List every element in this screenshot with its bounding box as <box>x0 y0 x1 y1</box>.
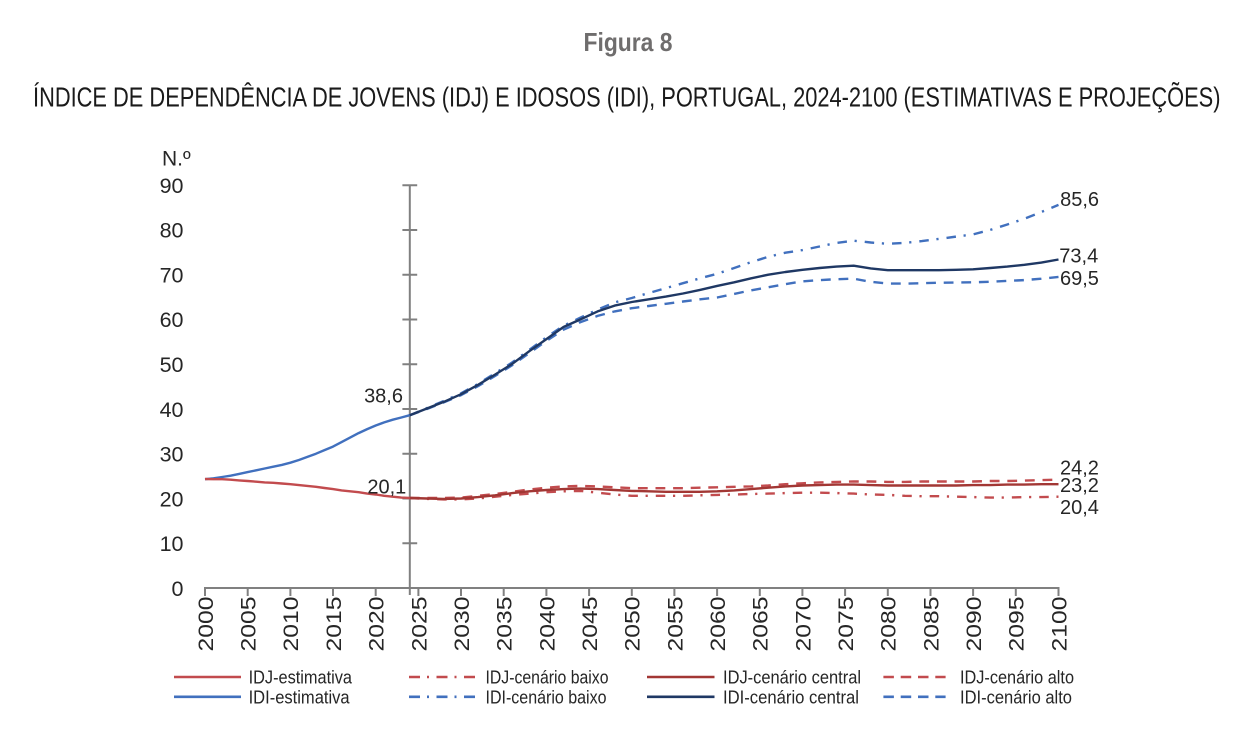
svg-text:2080: 2080 <box>877 596 901 651</box>
svg-text:69,5: 69,5 <box>1060 268 1099 290</box>
svg-text:ÍNDICE DE DEPENDÊNCIA DE JOVEN: ÍNDICE DE DEPENDÊNCIA DE JOVENS (IDJ) E … <box>33 81 1221 112</box>
svg-text:2050: 2050 <box>621 596 645 651</box>
svg-text:23,2: 23,2 <box>1060 475 1099 497</box>
svg-text:20,4: 20,4 <box>1060 497 1099 519</box>
svg-text:38,6: 38,6 <box>364 386 403 408</box>
svg-text:2090: 2090 <box>962 596 986 651</box>
svg-text:2095: 2095 <box>1005 596 1029 651</box>
svg-text:2075: 2075 <box>834 596 858 651</box>
svg-text:2005: 2005 <box>237 596 261 651</box>
svg-text:2045: 2045 <box>578 596 602 651</box>
svg-text:40: 40 <box>160 398 184 422</box>
svg-text:20: 20 <box>160 487 184 511</box>
svg-text:IDJ-estimativa: IDJ-estimativa <box>249 667 353 688</box>
svg-text:2060: 2060 <box>706 596 730 651</box>
svg-text:2000: 2000 <box>194 596 218 651</box>
svg-text:2100: 2100 <box>1047 596 1071 651</box>
svg-text:Figura 8: Figura 8 <box>584 27 673 57</box>
svg-text:10: 10 <box>160 532 184 556</box>
svg-text:IDJ-cenário central: IDJ-cenário central <box>723 667 861 688</box>
svg-text:IDI-cenário alto: IDI-cenário alto <box>960 686 1072 707</box>
svg-text:2070: 2070 <box>791 596 815 651</box>
svg-text:IDJ-cenário baixo: IDJ-cenário baixo <box>486 667 609 688</box>
svg-text:90: 90 <box>160 174 184 198</box>
svg-text:N.º: N.º <box>162 148 191 171</box>
svg-text:50: 50 <box>160 353 184 377</box>
svg-text:20,1: 20,1 <box>367 477 406 499</box>
svg-text:80: 80 <box>160 219 184 243</box>
svg-text:2055: 2055 <box>663 596 687 651</box>
svg-text:IDJ-cenário alto: IDJ-cenário alto <box>960 667 1074 688</box>
svg-text:2040: 2040 <box>535 596 559 651</box>
svg-text:2065: 2065 <box>749 596 773 651</box>
svg-text:2015: 2015 <box>322 596 346 651</box>
svg-text:2010: 2010 <box>279 596 303 651</box>
svg-text:85,6: 85,6 <box>1060 189 1099 211</box>
svg-text:0: 0 <box>172 577 184 601</box>
svg-text:30: 30 <box>160 443 184 467</box>
svg-text:IDI-cenário central: IDI-cenário central <box>723 686 859 707</box>
svg-text:2035: 2035 <box>493 596 517 651</box>
svg-text:IDI-cenário baixo: IDI-cenário baixo <box>486 686 607 707</box>
svg-text:2085: 2085 <box>919 596 943 651</box>
svg-text:24,2: 24,2 <box>1060 457 1099 479</box>
svg-text:73,4: 73,4 <box>1059 246 1098 268</box>
svg-text:IDI-estimativa: IDI-estimativa <box>249 686 351 707</box>
svg-text:60: 60 <box>160 308 184 332</box>
svg-text:2025: 2025 <box>407 596 431 651</box>
svg-text:2020: 2020 <box>365 596 389 651</box>
svg-text:2030: 2030 <box>450 596 474 651</box>
svg-text:70: 70 <box>160 264 184 288</box>
